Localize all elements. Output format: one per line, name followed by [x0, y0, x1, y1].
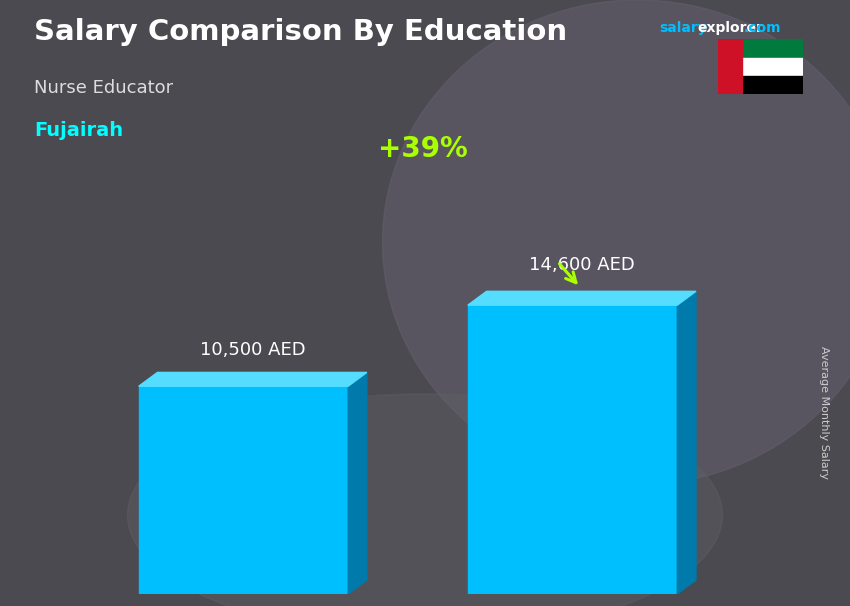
Ellipse shape	[128, 394, 722, 606]
Text: .com: .com	[744, 21, 781, 35]
Text: Nurse Educator: Nurse Educator	[34, 79, 173, 97]
Text: 10,500 AED: 10,500 AED	[200, 341, 306, 359]
Polygon shape	[139, 373, 367, 386]
Bar	[718, 76, 803, 94]
Polygon shape	[677, 291, 696, 594]
Ellipse shape	[382, 0, 850, 485]
Text: Salary Comparison By Education: Salary Comparison By Education	[34, 18, 567, 46]
Polygon shape	[348, 373, 367, 594]
Bar	[139, 386, 348, 594]
Text: Fujairah: Fujairah	[34, 121, 123, 140]
Polygon shape	[468, 291, 696, 305]
Bar	[468, 305, 677, 594]
Bar	[718, 39, 803, 58]
Bar	[718, 58, 803, 76]
Text: 14,600 AED: 14,600 AED	[529, 256, 635, 273]
Bar	[718, 39, 742, 94]
Text: Average Monthly Salary: Average Monthly Salary	[819, 345, 829, 479]
Text: +39%: +39%	[378, 135, 468, 163]
Text: explorer: explorer	[697, 21, 763, 35]
Text: salary: salary	[659, 21, 706, 35]
